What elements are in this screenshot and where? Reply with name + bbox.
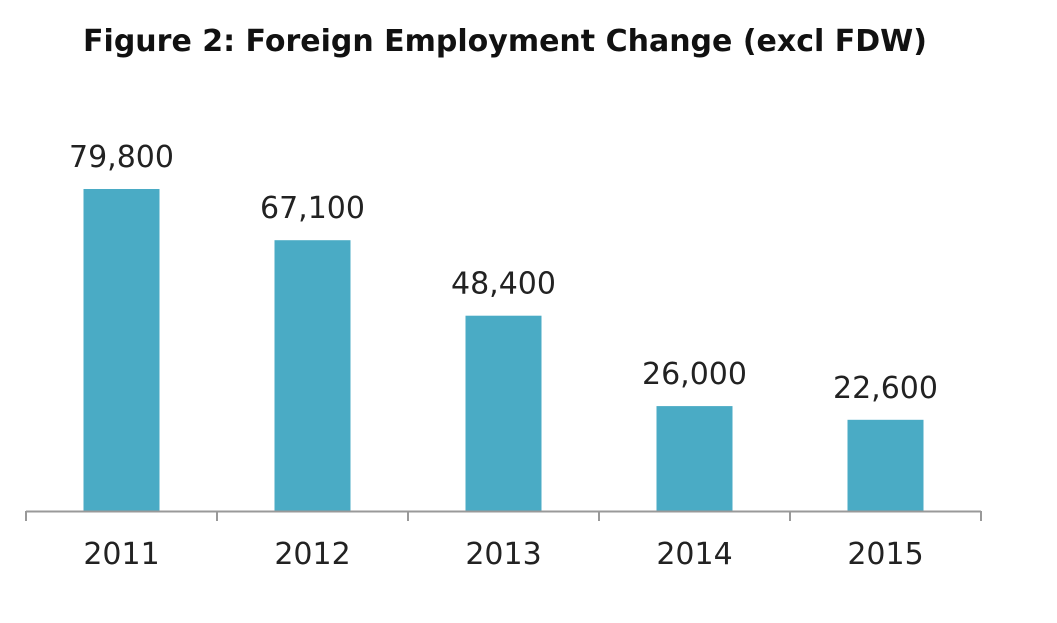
bar-2015 bbox=[847, 419, 924, 511]
data-labels-layer: 79,800 67,100 48,400 26,000 22,600 bbox=[69, 140, 938, 406]
data-label-2013: 48,400 bbox=[451, 267, 556, 302]
chart-title: Figure 2: Foreign Employment Change (exc… bbox=[83, 24, 927, 59]
data-label-2012: 67,100 bbox=[260, 191, 365, 226]
bar-2014 bbox=[656, 406, 733, 511]
tick-label-2012: 2012 bbox=[274, 537, 350, 572]
data-label-2014: 26,000 bbox=[642, 357, 747, 392]
tick-label-2014: 2014 bbox=[656, 537, 732, 572]
tick-label-2011: 2011 bbox=[83, 537, 159, 572]
bar-2011 bbox=[83, 189, 160, 511]
tick-label-2015: 2015 bbox=[847, 537, 923, 572]
bar-2012 bbox=[274, 240, 351, 511]
x-axis bbox=[25, 510, 982, 521]
bar-2013 bbox=[465, 315, 542, 511]
tick-label-2013: 2013 bbox=[465, 537, 541, 572]
bars-layer bbox=[83, 189, 924, 511]
x-tick-labels: 2011 2012 2013 2014 2015 bbox=[83, 537, 923, 572]
data-label-2011: 79,800 bbox=[69, 140, 174, 175]
data-label-2015: 22,600 bbox=[833, 371, 938, 406]
